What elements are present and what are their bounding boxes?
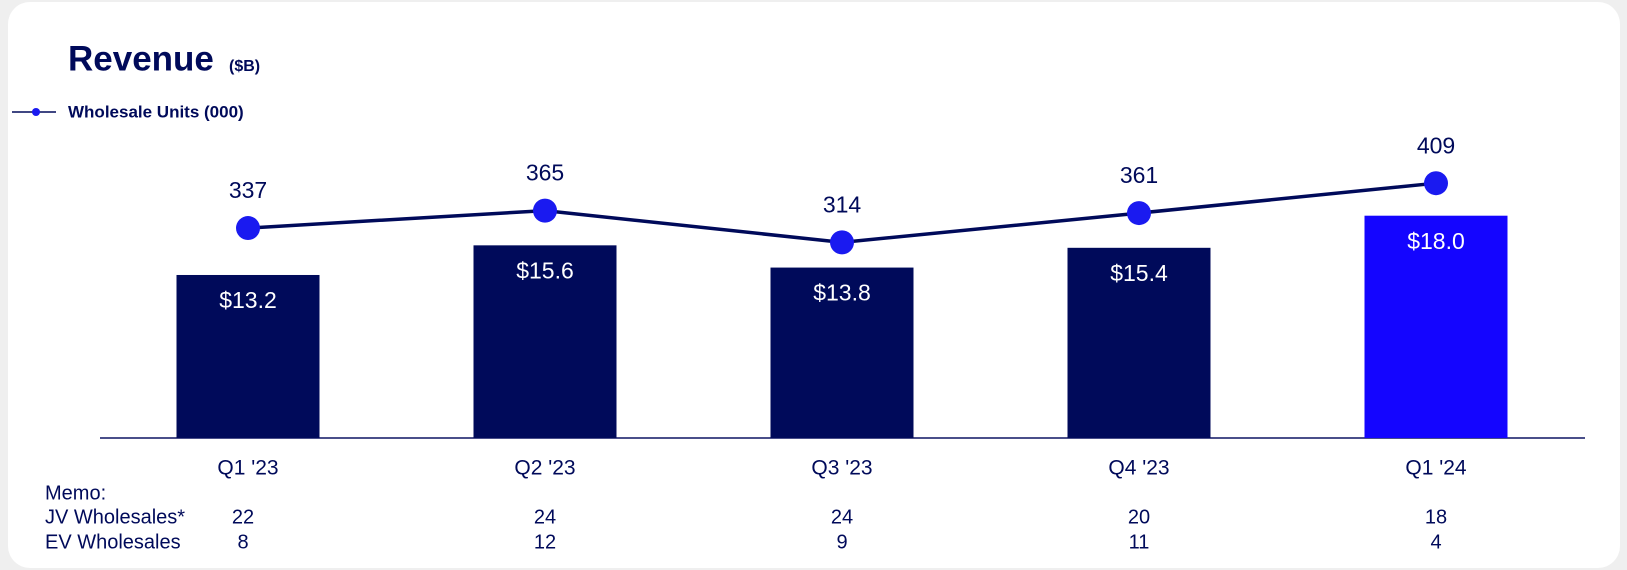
line-value-label: 409 (1417, 132, 1455, 158)
bar (1067, 247, 1211, 438)
bar (176, 274, 320, 438)
line-value-label: 365 (526, 160, 564, 186)
line-marker (236, 216, 260, 241)
bar-value-label: $13.2 (219, 287, 277, 313)
memo-value: 8 (237, 531, 248, 553)
line-marker (1424, 171, 1448, 196)
bar (770, 267, 914, 438)
memo-value: 18 (1425, 506, 1447, 528)
x-tick-label: Q1 '23 (217, 457, 278, 480)
memo-value: 4 (1430, 531, 1441, 553)
line-marker (1127, 201, 1151, 226)
line-marker (830, 230, 854, 255)
memo-value: 22 (232, 506, 254, 528)
bar (1364, 215, 1508, 438)
legend-marker (32, 108, 40, 116)
line-marker (533, 198, 557, 223)
memo-row-label: JV Wholesales* (45, 506, 185, 528)
bar-value-label: $15.4 (1110, 260, 1168, 286)
memo-value: 11 (1129, 531, 1150, 553)
line-value-label: 361 (1120, 162, 1158, 188)
x-tick-label: Q3 '23 (811, 457, 872, 480)
memo-value: 12 (534, 531, 556, 553)
x-tick-label: Q2 '23 (514, 457, 575, 480)
legend-label: Wholesale Units (000) (68, 102, 244, 121)
bar-value-label: $13.8 (813, 280, 871, 306)
chart-subtitle: ($B) (229, 58, 260, 75)
line-value-label: 337 (229, 177, 267, 203)
bar-value-label: $18.0 (1407, 228, 1465, 254)
memo-row-label: EV Wholesales (45, 531, 181, 553)
memo-value: 24 (831, 506, 853, 528)
line-value-label: 314 (823, 191, 862, 217)
memo-value: 24 (534, 506, 556, 528)
chart-title: Revenue (68, 39, 214, 78)
bar (473, 245, 617, 438)
x-tick-label: Q4 '23 (1108, 457, 1169, 480)
bar-value-label: $15.6 (516, 257, 574, 283)
memo-title: Memo: (45, 482, 106, 504)
memo-value: 20 (1128, 506, 1150, 528)
memo-value: 9 (836, 531, 847, 553)
x-tick-label: Q1 '24 (1405, 457, 1467, 480)
